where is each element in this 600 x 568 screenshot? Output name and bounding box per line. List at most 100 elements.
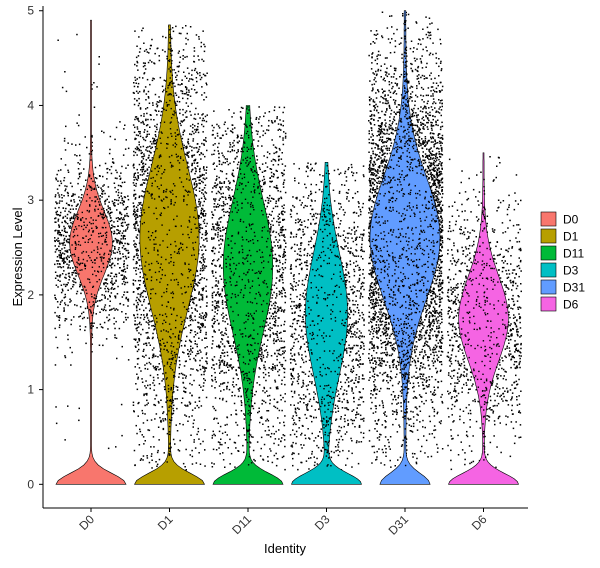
point — [63, 253, 66, 255]
point — [72, 208, 74, 210]
point — [73, 199, 75, 201]
point — [263, 170, 266, 172]
point — [164, 419, 167, 421]
point — [194, 113, 196, 116]
point — [143, 115, 145, 117]
point — [234, 466, 236, 468]
point — [179, 363, 181, 366]
point — [55, 284, 58, 286]
point — [116, 240, 118, 243]
point — [193, 302, 195, 305]
point — [140, 152, 142, 155]
point — [61, 258, 64, 260]
point — [281, 205, 283, 208]
point — [121, 283, 124, 285]
point — [266, 129, 268, 131]
point — [59, 232, 61, 234]
point — [282, 268, 285, 271]
point — [136, 126, 139, 128]
point — [211, 250, 213, 252]
point — [236, 167, 239, 169]
point — [112, 252, 115, 254]
point — [189, 392, 191, 394]
point — [137, 298, 140, 300]
point — [242, 444, 244, 447]
point — [110, 266, 113, 269]
point — [62, 244, 64, 246]
point — [218, 160, 221, 162]
point — [218, 218, 220, 220]
point — [201, 227, 204, 229]
point — [230, 347, 233, 350]
point — [219, 170, 222, 172]
point — [146, 457, 149, 459]
point — [66, 222, 69, 225]
point — [237, 149, 239, 151]
point — [102, 309, 105, 312]
point — [139, 279, 142, 282]
point — [77, 162, 79, 164]
point — [178, 32, 181, 35]
point — [138, 338, 141, 341]
point — [144, 440, 146, 442]
point — [219, 238, 222, 240]
point — [166, 432, 169, 435]
point — [109, 296, 111, 298]
point — [109, 148, 111, 151]
point — [218, 295, 221, 297]
point — [122, 304, 125, 306]
point — [111, 257, 113, 260]
point — [186, 335, 188, 338]
point — [201, 299, 204, 301]
point — [213, 162, 215, 164]
point — [123, 280, 125, 283]
point — [279, 255, 281, 258]
point — [185, 102, 188, 104]
point — [181, 92, 184, 95]
point — [213, 407, 215, 410]
point — [67, 169, 69, 172]
point — [161, 49, 164, 51]
point — [263, 155, 265, 157]
point — [126, 242, 129, 245]
point — [71, 260, 73, 262]
point — [202, 317, 205, 320]
point — [194, 319, 197, 321]
point — [195, 131, 197, 133]
point — [96, 184, 99, 187]
point — [161, 107, 164, 109]
point — [124, 238, 126, 240]
point — [138, 202, 140, 204]
point — [236, 163, 239, 166]
point — [201, 287, 203, 290]
point — [142, 295, 144, 298]
point — [197, 214, 200, 217]
point — [119, 243, 121, 245]
point — [201, 312, 204, 314]
point — [206, 302, 208, 304]
point — [177, 66, 180, 68]
point — [138, 401, 140, 404]
point — [134, 197, 137, 199]
point — [182, 55, 184, 57]
jitter-points — [54, 11, 522, 472]
point — [62, 207, 65, 209]
point — [186, 151, 188, 154]
point — [148, 323, 150, 326]
point — [185, 146, 187, 148]
point — [65, 235, 67, 238]
point — [93, 322, 95, 324]
point — [199, 364, 201, 367]
point — [136, 234, 139, 236]
point — [134, 193, 137, 196]
point — [116, 209, 118, 211]
point — [138, 308, 141, 311]
point — [193, 183, 196, 185]
point — [148, 342, 150, 344]
point — [142, 350, 145, 352]
point — [118, 242, 121, 244]
point — [197, 285, 199, 287]
point — [62, 217, 64, 219]
point — [113, 221, 115, 223]
point — [139, 108, 142, 110]
